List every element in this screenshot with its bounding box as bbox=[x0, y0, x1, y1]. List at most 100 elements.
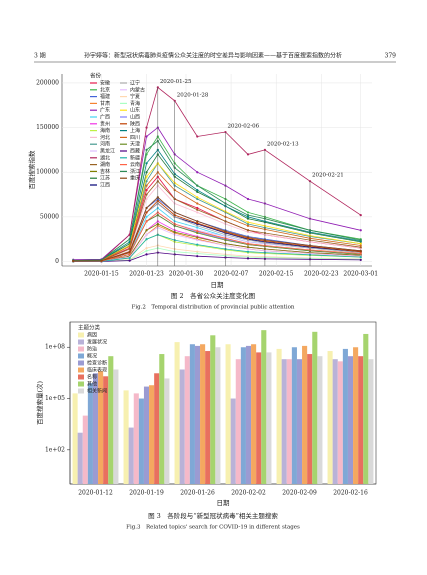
point bbox=[196, 188, 199, 192]
bar bbox=[194, 345, 201, 484]
y-axis-label: 百度搜索指数 bbox=[27, 150, 36, 190]
point bbox=[246, 215, 250, 218]
point bbox=[246, 246, 250, 249]
point bbox=[246, 211, 250, 214]
legend-swatch bbox=[78, 346, 84, 352]
y-tick-label: 100000 bbox=[36, 169, 59, 176]
point bbox=[145, 148, 148, 152]
point bbox=[72, 259, 75, 263]
point bbox=[145, 233, 148, 236]
legend-label: 北京 bbox=[100, 86, 110, 93]
point bbox=[359, 213, 362, 217]
bar bbox=[230, 398, 236, 484]
bar bbox=[174, 342, 180, 484]
annotation: 2020-02-13 bbox=[267, 141, 299, 147]
point bbox=[359, 258, 362, 262]
point bbox=[145, 206, 148, 210]
figure-caption: 图 3 各阶段与“新型冠状病毒”相关主题搜索 bbox=[148, 511, 278, 520]
bar bbox=[189, 344, 195, 484]
legend-title: 主题分类 bbox=[78, 324, 101, 332]
legend-label: 安徽 bbox=[100, 80, 110, 87]
point bbox=[128, 256, 131, 260]
bar bbox=[82, 415, 88, 484]
point bbox=[196, 239, 199, 242]
x-tick-label: 2020-01-23 bbox=[129, 271, 164, 278]
bar bbox=[108, 356, 114, 484]
bar bbox=[87, 383, 93, 484]
bar bbox=[302, 345, 308, 484]
point bbox=[128, 238, 131, 241]
point bbox=[359, 249, 362, 252]
legend-label: 湖南 bbox=[100, 161, 110, 168]
x-tick-label: 2020-03-01 bbox=[343, 271, 378, 278]
legend-label: 河南 bbox=[100, 141, 110, 148]
bar bbox=[353, 347, 359, 484]
running-title: 孙宇婷等：新型冠状病毒肺炎疫情公众关注度的时空差异与影响因素——基于百度搜索指数… bbox=[84, 52, 342, 60]
bar bbox=[138, 398, 144, 484]
series-line bbox=[73, 171, 361, 262]
point bbox=[308, 180, 312, 183]
issue: 3 期 bbox=[34, 52, 46, 60]
bar bbox=[342, 348, 348, 484]
point bbox=[359, 252, 362, 255]
bar bbox=[307, 354, 313, 484]
point bbox=[246, 240, 250, 243]
point bbox=[145, 171, 148, 174]
legend-label: 福建 bbox=[100, 93, 110, 100]
point bbox=[246, 217, 250, 220]
point bbox=[246, 197, 250, 201]
legend-label: 临床表现 bbox=[87, 367, 107, 374]
point bbox=[145, 126, 148, 129]
point bbox=[246, 242, 250, 245]
y-tick-label: 1e+08 bbox=[45, 344, 65, 351]
point bbox=[246, 250, 250, 253]
legend-swatch bbox=[78, 374, 84, 380]
legend-title: 省份 bbox=[90, 72, 102, 80]
legend-label: 云南 bbox=[130, 161, 140, 168]
legend-label: 甘肃 bbox=[100, 100, 110, 107]
bar bbox=[179, 369, 185, 484]
series-line bbox=[73, 200, 361, 262]
point bbox=[196, 255, 199, 258]
y-tick-label: 200000 bbox=[36, 79, 59, 86]
point bbox=[246, 213, 250, 217]
series-line bbox=[73, 184, 361, 262]
page-number: 379 bbox=[385, 53, 397, 60]
series-line bbox=[73, 127, 361, 261]
point bbox=[145, 193, 148, 196]
point bbox=[145, 211, 148, 214]
bar bbox=[128, 427, 134, 484]
point bbox=[359, 246, 362, 249]
legend-label: 浙江 bbox=[130, 168, 140, 175]
point bbox=[246, 153, 250, 156]
legend-swatch bbox=[78, 339, 84, 345]
bar bbox=[363, 333, 369, 484]
point bbox=[196, 230, 199, 233]
x-tick-label: 2020-01-12 bbox=[78, 490, 113, 497]
bar bbox=[235, 359, 241, 484]
point bbox=[128, 259, 131, 262]
legend-label: 内蒙古 bbox=[130, 86, 145, 93]
legend-label: 广东 bbox=[100, 107, 110, 114]
legend-label: 发展状况 bbox=[87, 339, 107, 346]
bar bbox=[281, 359, 287, 484]
point bbox=[196, 196, 199, 199]
bar bbox=[72, 393, 78, 484]
point bbox=[246, 221, 250, 224]
bar bbox=[77, 432, 83, 484]
legend-label: 宁夏 bbox=[130, 93, 140, 100]
legend-swatch bbox=[78, 332, 84, 338]
bar bbox=[154, 373, 160, 484]
figure-caption-en: Fig.3 Related topics' search for COVID-1… bbox=[126, 525, 300, 531]
legend-label: 防治 bbox=[87, 346, 97, 353]
bar bbox=[149, 385, 155, 484]
legend-label: 青海 bbox=[130, 100, 140, 107]
point bbox=[128, 250, 131, 253]
y-tick-label: 150000 bbox=[36, 124, 59, 131]
bar bbox=[113, 369, 119, 484]
legend-label: 概况 bbox=[87, 353, 97, 360]
series-line bbox=[73, 234, 361, 262]
figure-caption: 图 2 各省公众关注度变化图 bbox=[171, 291, 255, 300]
point bbox=[128, 240, 131, 243]
point bbox=[359, 229, 362, 232]
